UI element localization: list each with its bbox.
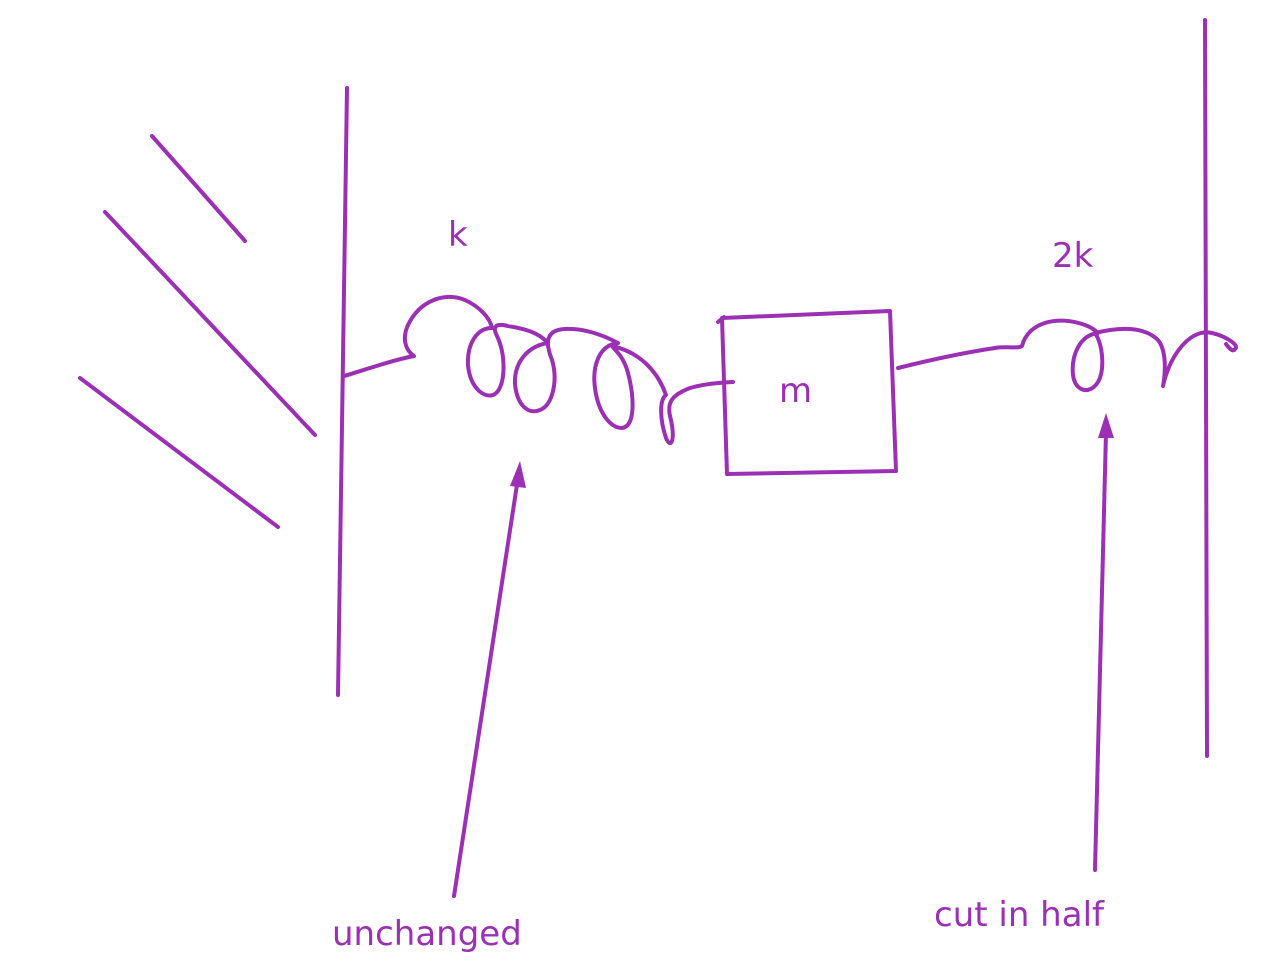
left-spring-note-arrow-head — [510, 461, 526, 488]
diagram-strokes — [78, 18, 1238, 898]
right-spring — [896, 318, 1238, 392]
wall-hatch-mark-3 — [78, 376, 280, 529]
right-wall — [1203, 18, 1209, 758]
mass-label: m — [779, 371, 812, 411]
left-wall — [336, 86, 349, 697]
left-spring — [342, 295, 735, 445]
right-spring-constant-label: 2k — [1052, 236, 1094, 276]
left-spring-note: unchanged — [332, 914, 522, 954]
right-spring-note-arrow-head — [1098, 413, 1114, 438]
wall-hatch-mark-2 — [103, 210, 317, 437]
right-spring-note-arrow-shaft — [1093, 430, 1108, 872]
right-spring-note: cut in half — [934, 895, 1105, 935]
mass-block-top-tick — [716, 315, 726, 324]
left-spring-constant-label: k — [448, 215, 468, 255]
mass-block — [720, 309, 898, 476]
wall-hatch-mark-1 — [150, 134, 247, 243]
left-spring-note-arrow-shaft — [452, 476, 520, 898]
